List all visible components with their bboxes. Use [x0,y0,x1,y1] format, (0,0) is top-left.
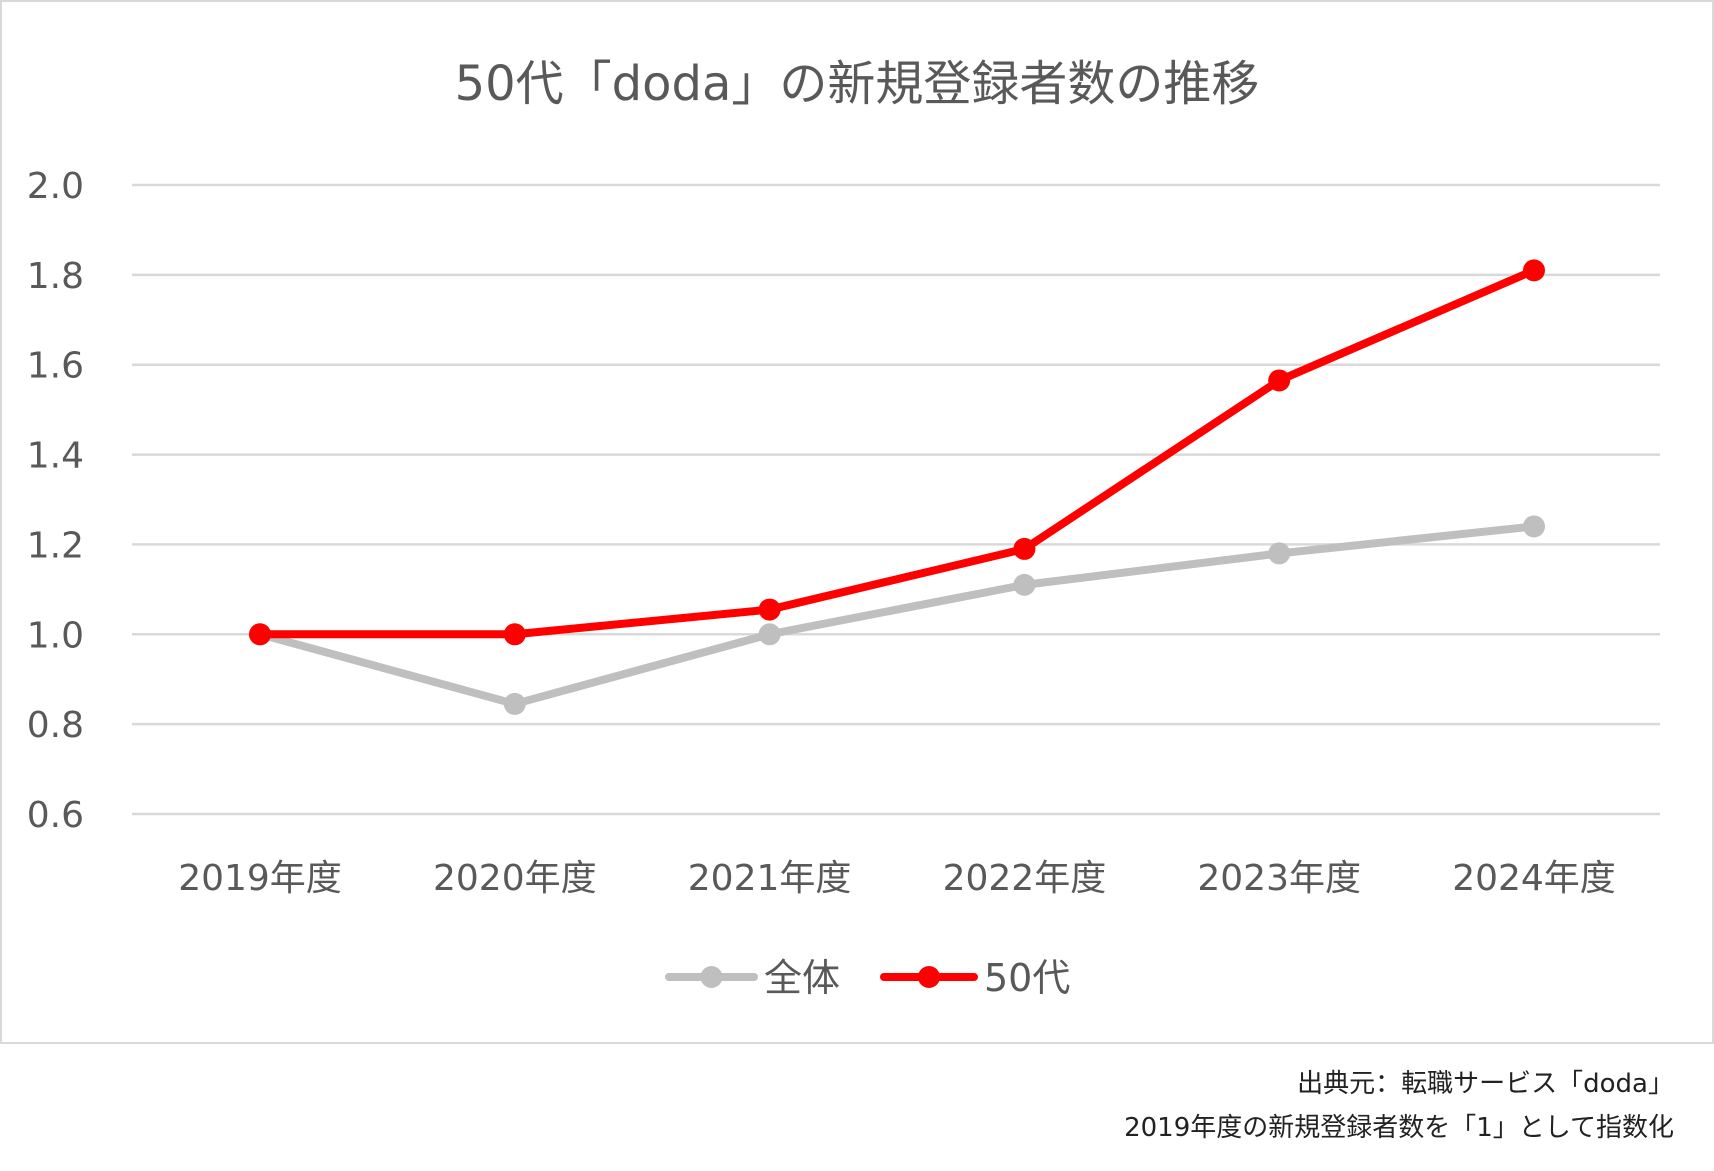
data-point [1268,369,1291,392]
x-tick-label: 2022年度 [943,858,1107,899]
legend-swatch-marker [918,966,940,988]
series-layer [249,259,1545,715]
legend-label: 50代 [984,956,1070,1000]
data-point [758,598,781,621]
legend-label: 全体 [764,956,840,1000]
legend: 全体 50代 [665,956,1070,1000]
chart-title: 50代「doda」の新規登録者数の推移 [455,56,1260,112]
x-tick-label: 2019年度 [178,858,342,899]
data-point [249,623,271,646]
y-tick-label: 1.6 [27,346,84,387]
data-point [1523,515,1545,538]
grid-layer [132,183,1660,816]
series-line-1 [256,522,1538,708]
y-axis-ticks: 0.6 0.8 1.0 1.2 1.4 1.6 1.8 2.0 [27,166,84,836]
x-tick-label: 2021年度 [688,858,852,899]
data-point [1268,542,1291,565]
y-tick-label: 1.8 [27,256,84,297]
y-tick-label: 1.2 [27,525,84,566]
source-note: 出典元：転職サービス「doda」 [1297,1069,1674,1099]
data-point [1013,537,1036,560]
data-point [758,623,781,646]
legend-swatch-marker [700,966,723,988]
y-tick-label: 1.0 [27,615,84,656]
chart-notes: 出典元：転職サービス「doda」 2019年度の新規登録者数を「1」として指数化 [1124,1062,1674,1150]
data-point [503,623,526,646]
y-tick-label: 1.4 [27,436,84,477]
y-tick-label: 2.0 [27,166,84,207]
x-axis-ticks: 2019年度 2020年度 2021年度 2022年度 2023年度 2024年度 [178,858,1616,899]
y-tick-label: 0.8 [27,705,84,746]
series-line-2 [256,266,1538,639]
x-tick-label: 2023年度 [1197,858,1361,899]
data-point [503,692,526,715]
chart-frame: 50代「doda」の新規登録者数の推移 0.6 0.8 1.0 1.2 1.4 1.6 1.… [0,0,1714,1044]
index-note: 2019年度の新規登録者数を「1」として指数化 [1124,1113,1674,1143]
y-tick-label: 0.6 [27,795,84,836]
data-point [1523,259,1545,282]
line-chart: 50代「doda」の新規登録者数の推移 0.6 0.8 1.0 1.2 1.4 1.6 1.… [27,56,1660,1000]
x-tick-label: 2024年度 [1452,858,1616,899]
x-tick-label: 2020年度 [433,858,597,899]
data-point [1013,573,1036,596]
